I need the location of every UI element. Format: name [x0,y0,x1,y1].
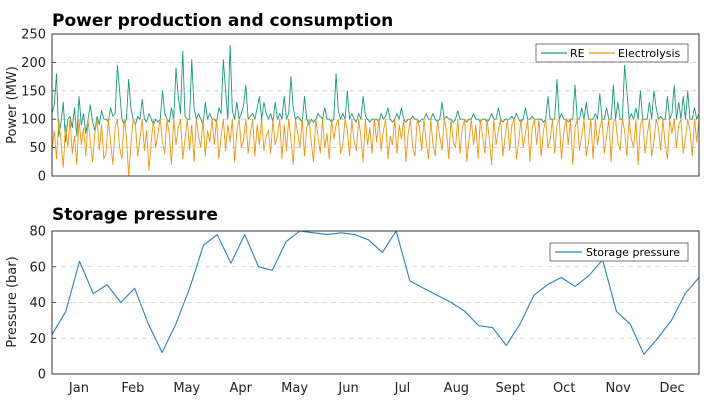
power-y-ticks: 0 50 100 150 200 250 [21,28,56,185]
pressure-series [51,230,700,355]
month-label: Aug [444,381,469,396]
month-label: Dec [659,381,684,396]
month-label: Apr [229,381,252,396]
power-y-tick-label: 0 [38,170,46,185]
month-label: Sept [495,381,525,396]
pressure-y-tick-label: 80 [29,225,46,240]
pressure-y-tick-label: 40 [29,296,46,311]
pressure-y-tick-label: 60 [29,260,46,275]
power-legend: RE Electrolysis [535,43,689,63]
series-line-electrolysis [51,118,700,177]
power-y-tick-label: 150 [21,84,46,99]
power-plot-frame [51,33,700,177]
month-axis-labels: Jan Feb May Apr May Jun Jul Aug Sept Oct Nov Dec [68,381,685,396]
power-y-tick-label: 250 [21,28,46,43]
month-label: Feb [121,381,144,396]
month-label: Oct [553,381,575,396]
power-y-tick-label: 100 [21,113,46,128]
month-label: Nov [605,381,631,396]
month-label: May [173,381,200,396]
month-label: Jun [337,381,358,396]
series-line-storage-pressure [51,230,700,355]
power-chart-title: Power production and consumption [52,11,393,31]
power-series [51,44,700,177]
pressure-gridlines [52,266,699,339]
pressure-y-axis-label: Pressure (bar) [5,256,20,347]
pressure-legend-box [549,242,689,262]
pressure-chart-title: Storage pressure [52,205,218,225]
month-label: Jul [394,381,411,396]
legend-electrolysis-label: Electrolysis [618,47,680,60]
month-label: Jan [68,381,89,396]
legend-re-label: RE [570,47,585,60]
pressure-plot-frame [51,230,700,375]
power-y-tick-label: 200 [21,56,46,71]
pressure-y-ticks: 0 20 40 60 80 [29,225,56,383]
legend-pressure-label: Storage pressure [586,246,680,259]
pressure-y-tick-label: 0 [38,368,46,383]
month-label: May [281,381,308,396]
power-y-axis-label: Power (MW) [5,66,20,144]
power-y-tick-label: 50 [29,141,46,156]
pressure-chart: Storage pressure Pressure (bar) 0 20 40 60 8… [5,205,700,396]
power-chart: Power production and consumption Power (… [5,11,700,185]
pressure-y-tick-label: 20 [29,332,46,347]
pressure-legend: Storage pressure [549,242,689,262]
